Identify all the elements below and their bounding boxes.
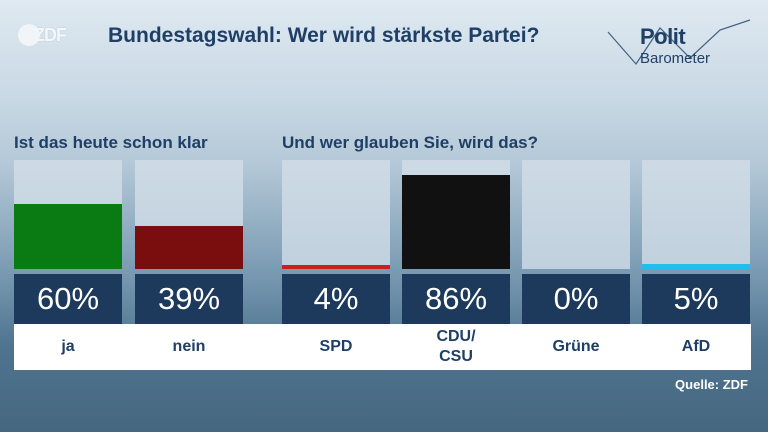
category-label-strip: [14, 324, 751, 370]
bar-afd: [642, 264, 750, 269]
bar-track-afd: [642, 160, 750, 269]
value-label-nein: 39%: [135, 274, 243, 324]
bar-track-nein: [135, 160, 243, 269]
bar-nein: [135, 226, 243, 269]
bar-track-spd: [282, 160, 390, 269]
bar-track-cducsu: [402, 160, 510, 269]
category-label-grüne: Grüne: [552, 338, 600, 355]
bar-cducsu: [402, 175, 510, 269]
category-label-nein: nein: [172, 338, 206, 355]
value-label-ja: 60%: [14, 274, 122, 324]
bar-ja: [14, 204, 122, 269]
chart-header-title: Bundestagswahl: Wer wird stärkste Partei…: [108, 24, 540, 47]
chart-left-title: Ist das heute schon klar: [14, 133, 208, 152]
politbarometer-line1: Polit: [640, 24, 686, 49]
category-label-ja: ja: [61, 338, 75, 355]
category-label-cducsu: CDU/ CSU: [436, 328, 476, 365]
chart-right-title: Und wer glauben Sie, wird das?: [282, 133, 538, 152]
value-label-spd: 4%: [282, 274, 390, 324]
politbarometer-line-icon: [607, 19, 751, 65]
bar-track-grüne: [522, 160, 630, 269]
zdf-logo: ZDF: [18, 22, 67, 48]
value-label-grüne: 0%: [522, 274, 630, 324]
zdf-logo-circle: [18, 24, 40, 46]
bar-track-ja: [14, 160, 122, 269]
bar-spd: [282, 265, 390, 269]
politbarometer-line2: Barometer: [640, 50, 711, 67]
source-note: Quelle: ZDF: [675, 377, 748, 392]
value-label-cducsu: 86%: [402, 274, 510, 324]
category-label-afd: AfD: [681, 338, 711, 355]
politbarometer-logo: Polit Barometer: [598, 12, 758, 72]
category-label-spd: SPD: [319, 338, 353, 355]
zdf-logo-text: ZDF: [34, 24, 67, 45]
value-label-afd: 5%: [642, 274, 750, 324]
